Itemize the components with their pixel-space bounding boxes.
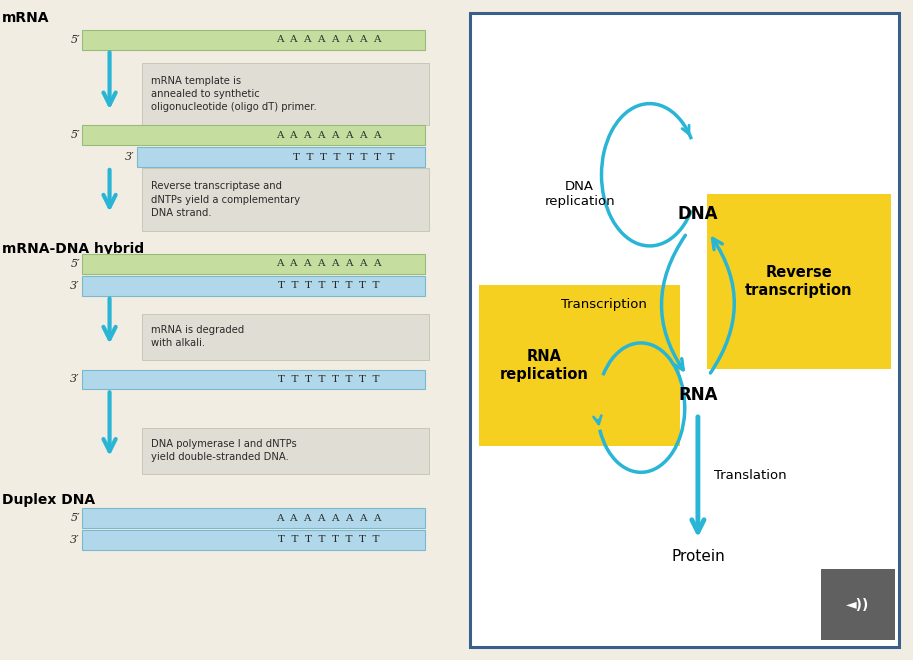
Text: DNA
replication: DNA replication xyxy=(544,180,614,208)
Text: ◄)): ◄)) xyxy=(846,598,869,612)
FancyBboxPatch shape xyxy=(142,63,429,125)
Text: 5′: 5′ xyxy=(70,513,80,523)
FancyBboxPatch shape xyxy=(821,570,895,640)
FancyBboxPatch shape xyxy=(707,194,891,369)
FancyBboxPatch shape xyxy=(470,13,899,647)
Text: T  T  T  T  T  T  T  T: T T T T T T T T xyxy=(293,152,394,162)
Text: 5′: 5′ xyxy=(70,130,80,141)
Text: 3′: 3′ xyxy=(70,280,80,291)
Text: 5′: 5′ xyxy=(70,34,80,45)
Text: Protein: Protein xyxy=(671,549,725,564)
Text: 3′: 3′ xyxy=(125,152,135,162)
Text: mRNA is degraded
with alkali.: mRNA is degraded with alkali. xyxy=(151,325,244,348)
Text: RNA: RNA xyxy=(678,385,718,404)
Text: Reverse
transcription: Reverse transcription xyxy=(745,265,853,298)
Text: 3′: 3′ xyxy=(70,374,80,385)
FancyBboxPatch shape xyxy=(82,30,425,50)
Text: RNA
replication: RNA replication xyxy=(500,349,589,381)
FancyBboxPatch shape xyxy=(142,168,429,231)
FancyBboxPatch shape xyxy=(82,125,425,145)
Text: 3′: 3′ xyxy=(70,535,80,545)
Text: DNA polymerase I and dNTPs
yield double-stranded DNA.: DNA polymerase I and dNTPs yield double-… xyxy=(151,439,297,463)
Text: T  T  T  T  T  T  T  T: T T T T T T T T xyxy=(278,535,380,544)
FancyBboxPatch shape xyxy=(82,530,425,550)
Text: A  A  A  A  A  A  A  A: A A A A A A A A xyxy=(276,259,382,269)
Text: DNA: DNA xyxy=(677,205,719,222)
FancyBboxPatch shape xyxy=(478,284,680,446)
Text: Translation: Translation xyxy=(714,469,787,482)
FancyBboxPatch shape xyxy=(82,254,425,274)
FancyBboxPatch shape xyxy=(142,314,429,360)
Text: Transcription: Transcription xyxy=(561,298,646,311)
FancyBboxPatch shape xyxy=(137,147,425,167)
Text: A  A  A  A  A  A  A  A: A A A A A A A A xyxy=(276,513,382,523)
Text: A  A  A  A  A  A  A  A: A A A A A A A A xyxy=(276,131,382,140)
Text: mRNA: mRNA xyxy=(2,11,50,26)
Text: Duplex DNA: Duplex DNA xyxy=(2,493,95,508)
FancyBboxPatch shape xyxy=(82,276,425,296)
Text: 5′: 5′ xyxy=(70,259,80,269)
FancyBboxPatch shape xyxy=(82,508,425,528)
Text: T  T  T  T  T  T  T  T: T T T T T T T T xyxy=(278,281,380,290)
Text: mRNA template is
annealed to synthetic
oligonucleotide (oligo dT) primer.: mRNA template is annealed to synthetic o… xyxy=(151,76,317,112)
FancyBboxPatch shape xyxy=(142,428,429,474)
Text: T  T  T  T  T  T  T  T: T T T T T T T T xyxy=(278,375,380,384)
FancyBboxPatch shape xyxy=(82,370,425,389)
Text: A  A  A  A  A  A  A  A: A A A A A A A A xyxy=(276,35,382,44)
Text: Reverse transcriptase and
dNTPs yield a complementary
DNA strand.: Reverse transcriptase and dNTPs yield a … xyxy=(151,182,299,218)
Text: mRNA-DNA hybrid: mRNA-DNA hybrid xyxy=(2,242,144,257)
